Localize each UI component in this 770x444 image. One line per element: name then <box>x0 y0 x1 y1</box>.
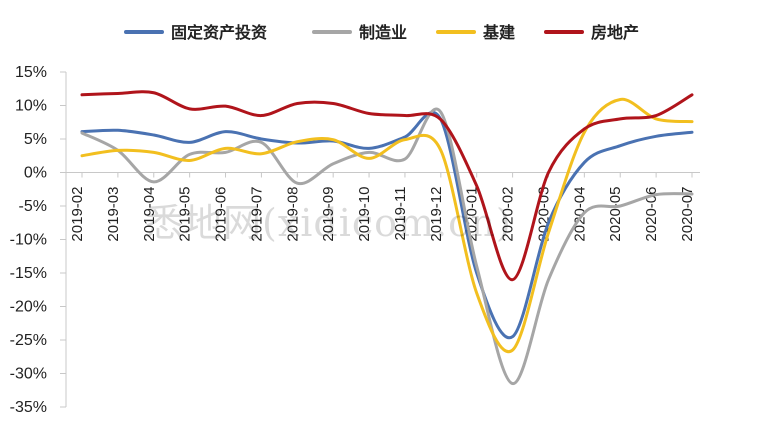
y-tick-label: -30% <box>10 366 47 383</box>
x-tick-label: 2019-02 <box>69 187 86 242</box>
x-tick-label: 2020-04 <box>571 187 588 242</box>
legend-label-2: 制造业 <box>359 23 407 42</box>
legend-label-4: 房地产 <box>591 23 639 42</box>
series-line-2 <box>80 107 694 386</box>
x-tick-label: 2019-07 <box>248 187 265 242</box>
x-tick-label: 2019-03 <box>105 187 122 242</box>
x-tick-label: 2020-02 <box>500 187 517 242</box>
x-tick-label: 2019-11 <box>392 187 409 241</box>
x-tick-label: 2019-12 <box>428 187 445 242</box>
series-line-4 <box>80 90 694 282</box>
watermark-annotation: 悉地网(xidicom.cn) <box>145 201 512 245</box>
x-tick-label: 2020-07 <box>679 187 696 242</box>
y-tick-label: -15% <box>10 265 47 282</box>
legend-label-1: 固定资产投资 <box>171 23 267 42</box>
x-tick-label: 2020-05 <box>607 187 624 242</box>
legend-label-3: 基建 <box>482 23 515 42</box>
x-tick-label: 2019-05 <box>177 187 194 242</box>
y-tick-label: 10% <box>15 98 47 115</box>
y-tick-label: -35% <box>10 399 47 416</box>
y-tick-label: -5% <box>19 198 47 215</box>
series-line-3 <box>80 97 694 354</box>
x-tick-label: 2019-06 <box>213 187 230 242</box>
y-tick-label: -20% <box>10 299 47 316</box>
series-line-1 <box>80 110 694 340</box>
y-tick-label: 0% <box>24 165 47 182</box>
y-tick-label: -10% <box>10 232 47 249</box>
x-tick-label: 2019-09 <box>320 187 337 242</box>
y-tick-label: 5% <box>24 131 47 148</box>
x-tick-label: 2020-06 <box>643 187 660 242</box>
x-tick-label: 2019-04 <box>141 187 158 242</box>
x-tick-label: 2019-08 <box>284 187 301 242</box>
y-tick-label: -25% <box>10 332 47 349</box>
y-tick-label: 15% <box>15 64 47 81</box>
x-tick-label: 2019-10 <box>356 187 373 242</box>
